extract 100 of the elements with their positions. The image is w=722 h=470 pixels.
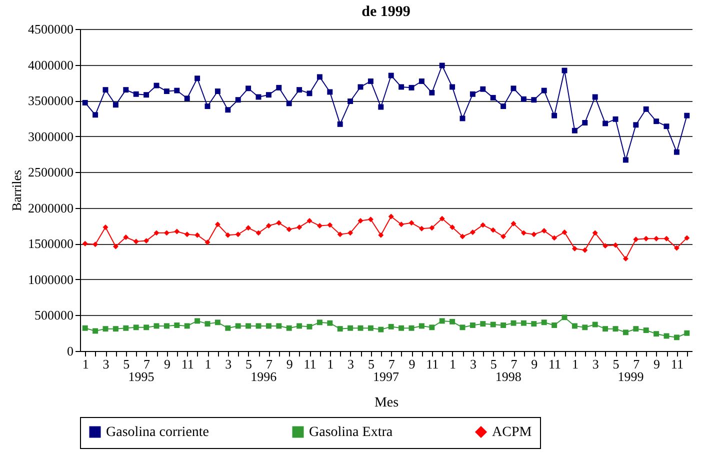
point — [316, 320, 322, 326]
y-tick-label: 1500000 — [28, 236, 74, 252]
point — [408, 325, 414, 331]
point — [327, 222, 333, 228]
point — [418, 323, 424, 329]
point — [541, 320, 547, 326]
y-tick-label: 0 — [67, 344, 74, 358]
point — [388, 72, 394, 78]
point — [418, 226, 424, 232]
y-tick-label: 500000 — [34, 308, 74, 323]
point — [296, 323, 302, 329]
point — [348, 98, 354, 104]
point — [470, 91, 476, 97]
point — [622, 330, 628, 336]
point — [612, 116, 618, 122]
point — [398, 222, 404, 228]
point — [133, 91, 139, 97]
point — [144, 238, 150, 244]
point — [112, 102, 118, 108]
x-tick-label: 3 — [592, 356, 599, 372]
x-tick-label: 9 — [286, 356, 293, 372]
point — [480, 86, 486, 92]
text: 1996 — [250, 369, 278, 384]
point — [92, 242, 98, 248]
y-tick-label: 3000000 — [28, 128, 74, 144]
point — [378, 232, 384, 238]
point — [214, 88, 220, 94]
point — [256, 323, 262, 329]
point — [133, 324, 139, 330]
text: 1999 — [618, 369, 644, 384]
point — [622, 157, 628, 163]
point — [154, 82, 160, 88]
point — [674, 149, 680, 155]
point — [633, 236, 639, 242]
point — [306, 218, 312, 224]
point — [418, 78, 424, 84]
point — [204, 239, 210, 245]
point — [490, 94, 496, 100]
point — [500, 322, 506, 328]
x-tick-label: 3 — [102, 356, 110, 372]
legend-label: Gasolina corriente — [106, 425, 210, 440]
point — [225, 232, 231, 238]
point — [246, 225, 252, 231]
x-tick-label: 7 — [266, 356, 273, 372]
legend-label: Gasolina Extra — [309, 425, 394, 440]
point — [235, 323, 241, 329]
point — [500, 234, 506, 240]
point — [592, 94, 598, 100]
point — [194, 76, 200, 82]
point — [348, 325, 354, 331]
point — [510, 86, 516, 92]
point — [276, 84, 282, 90]
point — [154, 230, 160, 236]
point — [133, 238, 139, 244]
y-tick-label: 1000000 — [28, 272, 74, 287]
point — [378, 326, 384, 332]
point — [214, 222, 220, 228]
point — [654, 331, 660, 337]
point — [480, 222, 486, 228]
point — [531, 232, 537, 238]
point — [256, 230, 262, 236]
point — [408, 84, 414, 90]
point — [184, 96, 190, 102]
point — [439, 318, 445, 324]
x-tick-label: 1 — [327, 356, 334, 372]
x-tick-label: 1 — [572, 356, 578, 372]
point — [602, 243, 608, 249]
point — [572, 128, 578, 134]
point — [500, 104, 506, 110]
point — [144, 324, 150, 330]
x-tick-label: 5 — [368, 356, 374, 372]
point — [306, 324, 312, 330]
point — [102, 87, 108, 93]
text: 1998 — [495, 369, 522, 384]
point — [572, 246, 578, 252]
point — [214, 320, 220, 326]
point — [592, 230, 598, 236]
point — [541, 228, 547, 234]
x-tick-label: 7 — [510, 356, 518, 372]
point — [204, 104, 210, 110]
point — [460, 234, 466, 240]
point — [664, 333, 670, 339]
x-tick-label: 1 — [450, 356, 456, 372]
point — [296, 87, 302, 93]
point — [316, 223, 322, 229]
point — [92, 328, 98, 334]
point — [123, 325, 129, 331]
point — [520, 96, 526, 102]
point — [612, 242, 618, 248]
x-tick-label: 11 — [548, 356, 562, 372]
point — [531, 97, 537, 103]
x-axis-title: Mes — [374, 396, 399, 410]
point — [256, 94, 262, 100]
point — [510, 320, 516, 326]
point — [184, 323, 190, 329]
point — [378, 104, 384, 110]
point — [368, 325, 374, 331]
point — [235, 97, 241, 103]
point — [112, 244, 118, 250]
point — [82, 240, 88, 246]
